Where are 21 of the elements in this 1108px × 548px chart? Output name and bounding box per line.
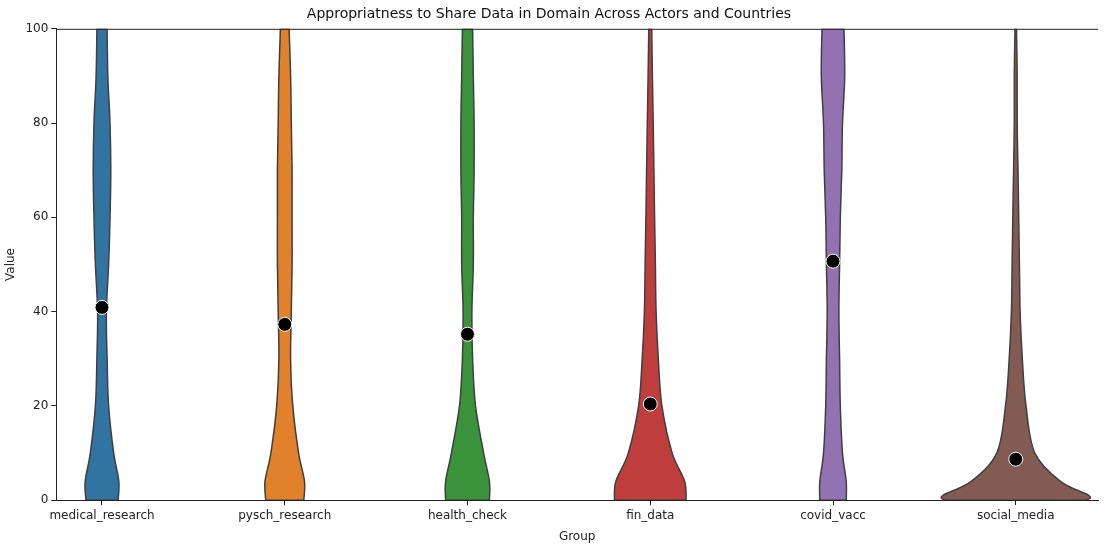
x-tick-label: fin_data (626, 507, 675, 522)
y-tick-label: 0 (40, 492, 49, 507)
point (460, 326, 475, 342)
y-tick-label: 100 (25, 20, 49, 35)
y-tick-label: 40 (33, 303, 49, 318)
point (277, 316, 293, 332)
x-tick-label: social_media (976, 507, 1055, 522)
x-axis-title: Group (558, 528, 596, 543)
point (94, 299, 110, 315)
y-tick-label: 80 (33, 115, 49, 130)
y-tick-label: 60 (33, 209, 49, 224)
x-tick-label: health_check (427, 507, 508, 522)
point (825, 253, 841, 269)
y-axis-title: Value (3, 248, 18, 281)
x-tick-label: medical_research (49, 507, 155, 522)
chart-title: Appropriatness to Share Data in Domain Across Actors and Countries (306, 5, 792, 22)
x-tick-label: covid_vacc (800, 507, 866, 522)
point (1008, 451, 1024, 467)
y-tick-label: 20 (33, 398, 49, 413)
point (642, 396, 658, 412)
x-tick-label: pysch_research (238, 507, 332, 522)
